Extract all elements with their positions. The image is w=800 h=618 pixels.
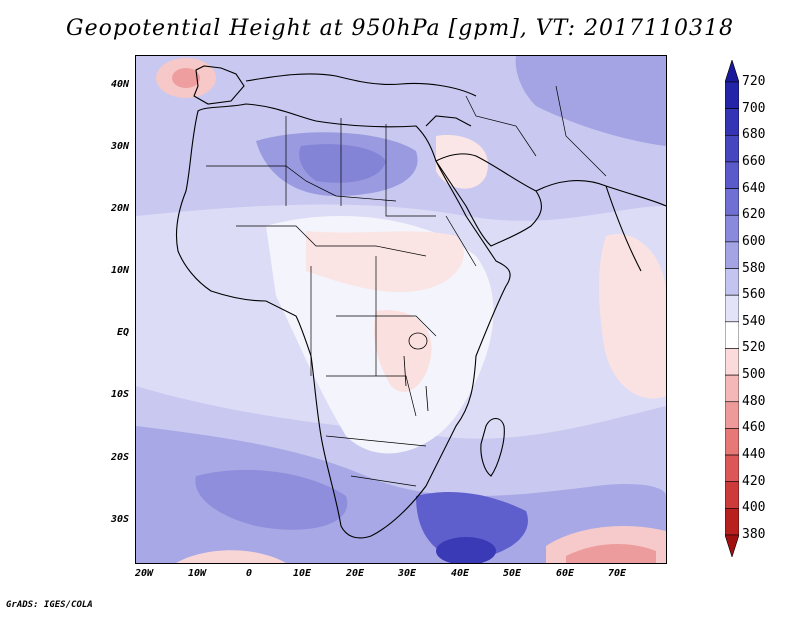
colorbar-label: 660 — [742, 153, 766, 169]
lake-tanganyika — [403, 355, 407, 387]
colorbar-label: 420 — [742, 473, 766, 489]
coastlines — [175, 65, 666, 539]
colorbar-label: 580 — [742, 260, 766, 276]
border-south-1 — [326, 375, 417, 417]
colorbar — [725, 60, 739, 557]
border-sahel — [236, 225, 427, 257]
colorbar-cell — [725, 348, 739, 376]
field-pink-indian-ocean — [599, 234, 666, 399]
colorbar-cell — [725, 374, 739, 403]
lon-label-50e: 50E — [502, 568, 522, 579]
colorbar-cell — [725, 508, 739, 536]
colorbar-cell — [725, 134, 739, 163]
colorbar-label: 460 — [742, 420, 766, 436]
arabia-coast — [435, 153, 542, 247]
colorbar-cell — [725, 161, 739, 189]
colorbar-cell — [725, 321, 739, 349]
lon-label-60e: 60E — [555, 568, 575, 579]
colorbar-top-arrow — [725, 60, 739, 83]
border-horn — [445, 215, 477, 267]
border-south-3 — [350, 475, 417, 487]
africa-coast — [175, 103, 511, 539]
colorbar-label: 540 — [742, 313, 766, 329]
colorbar-label: 440 — [742, 447, 766, 463]
field-low-southatlantic — [195, 469, 348, 530]
border-central-2 — [336, 315, 437, 337]
field-high-southeast-core — [566, 544, 656, 563]
field-high-iberia-core — [172, 68, 200, 88]
colorbar-cell — [725, 401, 739, 429]
lat-label-30n: 30N — [110, 141, 129, 152]
colorbar-label: 640 — [742, 180, 766, 196]
lon-label-10e: 10E — [292, 568, 312, 579]
field-pink-arabia — [436, 135, 488, 189]
colorbar-cell — [725, 294, 739, 323]
lon-label-0: 0 — [245, 568, 253, 579]
border-south-2 — [325, 435, 427, 447]
colorbar-cell — [725, 268, 739, 296]
colorbar-cell — [725, 454, 739, 483]
lon-label-40e: 40E — [450, 568, 470, 579]
map-title: Geopotential Height at 950hPa [gpm], VT:… — [66, 16, 734, 41]
country-borders — [206, 85, 607, 487]
grads-credit: GrADS: IGES/COLA — [6, 600, 93, 610]
lat-label-eq: EQ — [116, 327, 129, 338]
lon-label-70e: 70E — [607, 568, 627, 579]
lat-label-10n: 10N — [110, 265, 129, 276]
field-low-south — [136, 426, 666, 563]
lon-label-10w: 10W — [187, 568, 207, 579]
field-high-southwest — [176, 550, 286, 563]
colorbar-cells — [725, 60, 739, 557]
colorbar-cell — [725, 188, 739, 216]
colorbar-label: 680 — [742, 127, 766, 143]
lakes — [403, 332, 429, 412]
lake-victoria — [408, 332, 428, 350]
map-panel[interactable] — [135, 55, 667, 564]
mediterranean-north-coast — [245, 73, 477, 97]
colorbar-label: 520 — [742, 340, 766, 356]
border-sahara-1 — [206, 165, 397, 202]
lon-label-30e: 30E — [397, 568, 417, 579]
lat-label-20s: 20S — [110, 452, 129, 463]
border-egypt-sudan — [385, 124, 436, 217]
lat-label-30s: 30S — [110, 514, 129, 525]
lat-label-10s: 10S — [110, 389, 129, 400]
field-pink-eastafrica — [374, 310, 432, 392]
iberia-coast — [193, 65, 245, 105]
colorbar-label: 700 — [742, 100, 766, 116]
colorbar-bottom-arrow — [725, 534, 739, 557]
lat-label-20n: 20N — [110, 203, 129, 214]
colorbar-label: 720 — [742, 74, 766, 89]
colorbar-label: 620 — [742, 207, 766, 223]
colorbar-label: 480 — [742, 393, 766, 409]
colorbar-label: 560 — [742, 287, 766, 303]
lon-label-20e: 20E — [345, 568, 365, 579]
colorbar-cell — [725, 214, 739, 243]
colorbar-cell — [725, 81, 739, 109]
colorbar-cell — [725, 428, 739, 456]
colorbar-cell — [725, 108, 739, 136]
madagascar-coast — [480, 417, 505, 477]
colorbar-label: 600 — [742, 233, 766, 249]
colorbar-cell — [725, 481, 739, 509]
lon-label-20w: 20W — [134, 568, 154, 579]
colorbar-label: 400 — [742, 500, 766, 516]
border-mideast — [465, 95, 537, 157]
india-west-coast — [605, 185, 642, 272]
colorbar-label: 380 — [742, 527, 766, 542]
colorbar-cell — [725, 241, 739, 269]
colorbar-label: 500 — [742, 367, 766, 383]
iran-coast — [535, 180, 666, 207]
field-low-mideast — [515, 56, 666, 146]
field-low-libya — [299, 144, 386, 183]
border-iran — [555, 85, 607, 177]
map-canvas — [136, 56, 666, 563]
lat-label-40n: 40N — [110, 79, 129, 90]
lake-malawi — [425, 385, 429, 412]
levant-coast — [425, 115, 472, 127]
field-low-core — [436, 537, 496, 563]
